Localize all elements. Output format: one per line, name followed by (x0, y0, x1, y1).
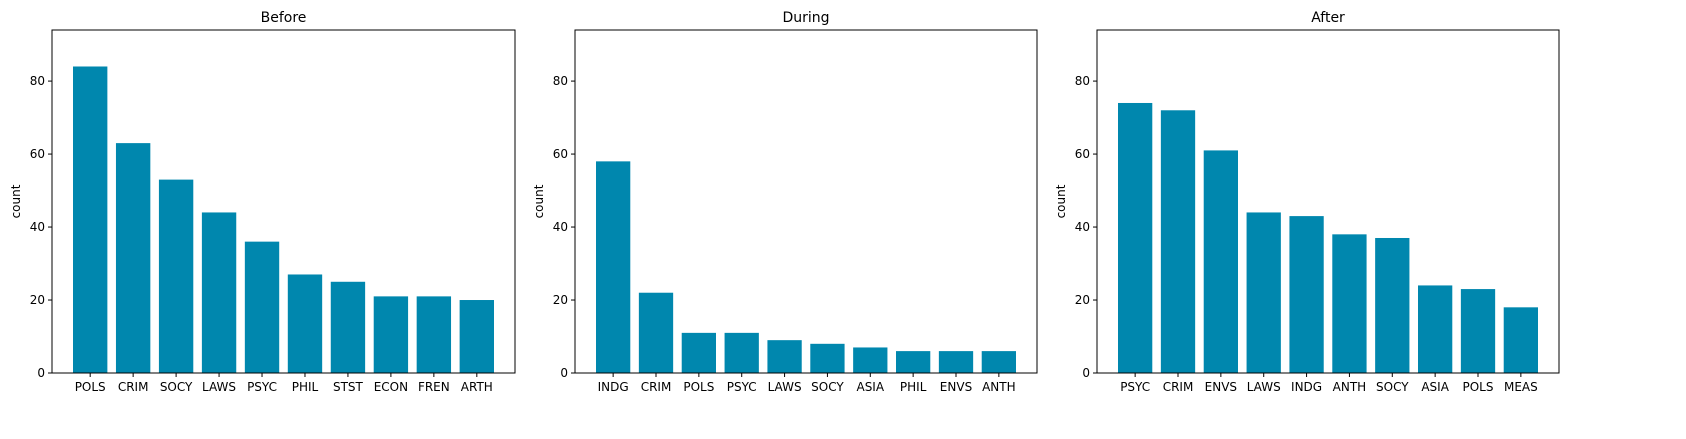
x-tick-label-envs: ENVS (1205, 380, 1237, 394)
x-tick-label-econ: ECON (374, 380, 408, 394)
y-tick-label: 60 (553, 147, 568, 161)
x-tick-label-pols: POLS (1463, 380, 1494, 394)
x-tick-label-crim: CRIM (1163, 380, 1194, 394)
x-tick-label-stst: STST (333, 380, 364, 394)
bar-socy (810, 343, 845, 373)
bar-indg (1289, 216, 1324, 373)
bar-psyc (1118, 102, 1153, 373)
bar-fren (416, 296, 452, 373)
bar-crim (638, 292, 674, 373)
x-tick-label-socy: SOCY (160, 380, 193, 394)
bar-indg (596, 161, 631, 373)
x-tick-label-socy: SOCY (1376, 380, 1409, 394)
bar-laws (1246, 212, 1281, 373)
x-tick-label-anth: ANTH (1333, 380, 1367, 394)
y-tick-label: 80 (30, 74, 45, 88)
axes-frame (574, 29, 1038, 374)
y-tick-label: 0 (1082, 366, 1090, 380)
y-tick-label: 40 (30, 220, 45, 234)
x-tick-label-pols: POLS (683, 380, 714, 394)
y-axis-label: count (9, 184, 23, 218)
bar-anth (1332, 234, 1367, 373)
x-tick-label-socy: SOCY (811, 380, 844, 394)
x-tick-label-indg: INDG (598, 380, 629, 394)
x-tick-label-asia: ASIA (1421, 380, 1449, 394)
bar-phil (287, 274, 323, 373)
y-tick-label: 80 (1075, 74, 1090, 88)
bar-crim (1160, 110, 1196, 373)
x-tick-label-laws: LAWS (202, 380, 236, 394)
y-tick-label: 20 (553, 293, 568, 307)
bar-pols (1460, 289, 1496, 373)
bar-stst (330, 281, 366, 373)
y-tick-label: 80 (553, 74, 568, 88)
bar-pols (681, 332, 716, 373)
chart-title-before: Before (261, 10, 307, 26)
y-axis-label: count (532, 184, 546, 218)
x-tick-label-pols: POLS (75, 380, 106, 394)
y-tick-label: 20 (1075, 293, 1090, 307)
x-tick-label-phil: PHIL (900, 380, 927, 394)
x-tick-label-crim: CRIM (641, 380, 672, 394)
x-tick-label-crim: CRIM (118, 380, 149, 394)
y-axis-label: count (1054, 184, 1068, 218)
x-tick-label-psyc: PSYC (1120, 380, 1150, 394)
x-tick-label-envs: ENVS (940, 380, 972, 394)
bar-pols (73, 66, 108, 374)
chart-title-during: During (782, 10, 829, 26)
bar-psyc (724, 332, 759, 373)
bar-envs (1203, 150, 1238, 373)
bar-laws (201, 212, 237, 373)
y-tick-label: 0 (37, 366, 45, 380)
x-tick-label-asia: ASIA (856, 380, 884, 394)
x-tick-label-meas: MEAS (1504, 380, 1538, 394)
x-tick-label-psyc: PSYC (247, 380, 277, 394)
x-tick-label-psyc: PSYC (727, 380, 757, 394)
y-tick-label: 60 (30, 147, 45, 161)
bar-anth (981, 351, 1016, 373)
chart-title-after: After (1311, 10, 1345, 26)
axes-frame (51, 29, 516, 374)
x-tick-label-laws: LAWS (1247, 380, 1281, 394)
y-tick-label: 40 (1075, 220, 1090, 234)
x-tick-label-indg: INDG (1291, 380, 1322, 394)
x-tick-label-laws: LAWS (768, 380, 802, 394)
bar-psyc (244, 241, 280, 373)
bar-crim (115, 143, 151, 373)
x-tick-label-anth: ANTH (982, 380, 1016, 394)
bar-envs (938, 351, 974, 373)
panel-during: During INDG CRIM POLS PSYC LAWS SOCY ASIA PHIL EN… (532, 10, 1038, 394)
bar-asia (1418, 285, 1453, 373)
bar-arth (459, 300, 494, 373)
y-tick-label: 20 (30, 293, 45, 307)
bar-socy (1375, 237, 1410, 373)
y-tick-label: 60 (1075, 147, 1090, 161)
bar-laws (767, 340, 802, 373)
bar-asia (853, 347, 888, 373)
bar-meas (1503, 307, 1538, 373)
y-tick-label: 40 (553, 220, 568, 234)
x-tick-label-phil: PHIL (292, 380, 319, 394)
x-tick-label-arth: ARTH (461, 380, 493, 394)
bar-socy (158, 179, 194, 373)
x-tick-label-fren: FREN (418, 380, 450, 394)
panel-before: Before POLS CRIM SOCY LAWS PSYC PHIL STST ECON FR… (9, 10, 516, 394)
panel-after: After PSYC CRIM ENVS LAWS INDG ANTH SOCY ASIA POL… (1054, 10, 1560, 394)
bar-econ (373, 296, 409, 373)
bar-phil (896, 351, 931, 373)
axes-frame (1096, 29, 1560, 374)
y-tick-label: 0 (560, 366, 568, 380)
